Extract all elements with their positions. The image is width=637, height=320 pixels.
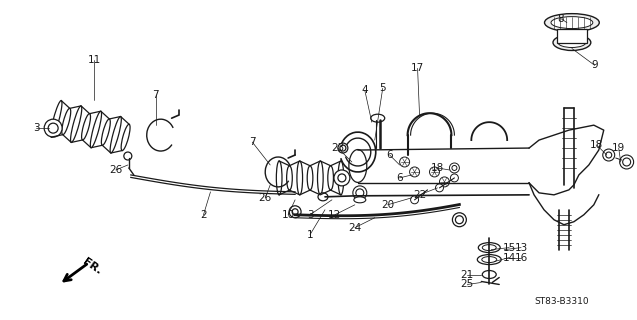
Ellipse shape xyxy=(71,106,82,142)
Text: 6: 6 xyxy=(396,173,403,183)
Ellipse shape xyxy=(297,161,303,195)
Text: FR.: FR. xyxy=(81,257,104,276)
Text: 9: 9 xyxy=(592,60,598,70)
Text: 4: 4 xyxy=(361,85,368,95)
Circle shape xyxy=(399,157,410,167)
Text: 8: 8 xyxy=(557,14,564,24)
Ellipse shape xyxy=(558,37,586,47)
Circle shape xyxy=(338,174,346,182)
Text: 19: 19 xyxy=(612,143,626,153)
Text: 2: 2 xyxy=(200,210,207,220)
Ellipse shape xyxy=(51,100,62,137)
Circle shape xyxy=(44,119,62,137)
Text: 12: 12 xyxy=(328,210,341,220)
Ellipse shape xyxy=(482,244,496,251)
Text: 1: 1 xyxy=(307,230,313,240)
Text: 6: 6 xyxy=(387,150,393,160)
Ellipse shape xyxy=(482,257,497,262)
Text: 26: 26 xyxy=(110,165,122,175)
Text: 10: 10 xyxy=(282,210,295,220)
Ellipse shape xyxy=(82,114,90,140)
Text: 17: 17 xyxy=(411,63,424,73)
Circle shape xyxy=(338,143,348,153)
Ellipse shape xyxy=(371,114,385,122)
Ellipse shape xyxy=(318,193,328,201)
Circle shape xyxy=(289,206,301,218)
Ellipse shape xyxy=(317,161,323,195)
Ellipse shape xyxy=(328,166,333,190)
Circle shape xyxy=(452,213,466,227)
Circle shape xyxy=(450,163,459,173)
Circle shape xyxy=(620,155,634,169)
Circle shape xyxy=(292,209,298,215)
Text: 18: 18 xyxy=(590,140,603,150)
Text: 25: 25 xyxy=(461,279,474,290)
Circle shape xyxy=(48,123,58,133)
Text: 3: 3 xyxy=(307,210,313,220)
Circle shape xyxy=(124,152,132,160)
Text: 18: 18 xyxy=(431,163,444,173)
Ellipse shape xyxy=(90,111,101,148)
Text: 16: 16 xyxy=(515,252,527,263)
Text: 13: 13 xyxy=(515,243,527,252)
Text: 21: 21 xyxy=(461,269,474,279)
Text: 5: 5 xyxy=(380,83,386,93)
Bar xyxy=(557,28,587,43)
Text: 20: 20 xyxy=(381,200,394,210)
Circle shape xyxy=(340,145,346,151)
Text: 26: 26 xyxy=(259,193,272,203)
Text: ST83-B3310: ST83-B3310 xyxy=(534,297,589,306)
Ellipse shape xyxy=(62,108,71,135)
Circle shape xyxy=(452,165,457,171)
Circle shape xyxy=(603,149,615,161)
Text: 23: 23 xyxy=(331,143,345,153)
Text: 11: 11 xyxy=(87,55,101,65)
Circle shape xyxy=(353,186,367,200)
Ellipse shape xyxy=(553,35,590,51)
Ellipse shape xyxy=(276,161,282,195)
Ellipse shape xyxy=(349,149,367,182)
Ellipse shape xyxy=(478,243,500,252)
Ellipse shape xyxy=(482,270,496,278)
Ellipse shape xyxy=(354,197,366,203)
Circle shape xyxy=(436,184,443,192)
Circle shape xyxy=(429,167,440,177)
Ellipse shape xyxy=(101,119,110,145)
Ellipse shape xyxy=(338,161,344,195)
Ellipse shape xyxy=(110,116,121,153)
Circle shape xyxy=(623,158,631,166)
Ellipse shape xyxy=(551,17,593,28)
Circle shape xyxy=(334,170,350,186)
Text: 14: 14 xyxy=(503,252,516,263)
Circle shape xyxy=(356,189,364,197)
Circle shape xyxy=(606,152,612,158)
Ellipse shape xyxy=(307,166,313,190)
Ellipse shape xyxy=(287,166,292,190)
Text: 24: 24 xyxy=(348,223,361,233)
Circle shape xyxy=(411,196,419,204)
Ellipse shape xyxy=(121,124,130,151)
Text: 22: 22 xyxy=(413,190,426,200)
Circle shape xyxy=(410,167,420,177)
Circle shape xyxy=(450,174,459,182)
Ellipse shape xyxy=(545,14,599,32)
Text: 7: 7 xyxy=(249,137,255,147)
Text: 3: 3 xyxy=(33,123,39,133)
Circle shape xyxy=(440,177,450,187)
Text: 15: 15 xyxy=(503,243,516,252)
Text: 7: 7 xyxy=(152,90,159,100)
Circle shape xyxy=(455,216,463,224)
Ellipse shape xyxy=(477,255,501,265)
